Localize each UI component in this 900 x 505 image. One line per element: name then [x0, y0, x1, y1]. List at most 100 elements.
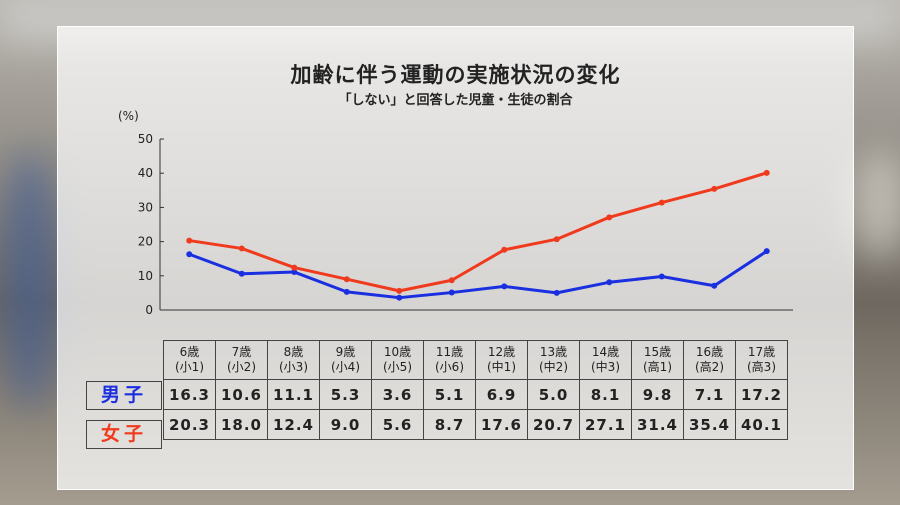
data-label: 20.3 [163, 409, 216, 440]
data-point [238, 270, 245, 277]
data-label: 18.0 [215, 409, 268, 440]
category-grade: (中2) [539, 360, 568, 374]
category-header: 14歳 (中3) [579, 340, 632, 380]
y-axis-unit: (%) [118, 109, 139, 123]
category-age: 7歳 [231, 345, 252, 359]
data-label: 16.3 [163, 379, 216, 410]
category-header: 6歳 (小1) [163, 340, 216, 380]
category-age: 10歳 [383, 345, 412, 359]
data-point [553, 289, 560, 296]
y-tick-label: 20 [138, 235, 153, 249]
data-label: 9.8 [631, 379, 684, 410]
data-label: 40.1 [735, 409, 788, 440]
chart-title: 加齢に伴う運動の実施状況の変化 [290, 63, 621, 87]
category-age: 15歳 [643, 345, 672, 359]
category-grade: (中3) [591, 360, 620, 374]
category-header: 17歳 (高3) [735, 340, 788, 380]
y-tick-label: 10 [138, 269, 153, 283]
data-point [763, 169, 770, 176]
data-point [658, 199, 665, 206]
data-label: 17.6 [475, 409, 528, 440]
category-header: 12歳 (中1) [475, 340, 528, 380]
category-age: 12歳 [487, 345, 516, 359]
category-grade: (小2) [227, 360, 256, 374]
data-label: 5.6 [371, 409, 424, 440]
data-label: 12.4 [267, 409, 320, 440]
data-label: 8.7 [423, 409, 476, 440]
category-grade: (小3) [279, 360, 308, 374]
chart-subtitle: 「しない」と回答した児童・生徒の割合 [338, 93, 573, 108]
table-header-row: 6歳 (小1) 7歳 (小2) 8歳 (小3) 9歳 (小4) 10歳 (小5) 11歳 (小6) 12… [163, 340, 788, 380]
series-line-boys [188, 249, 768, 300]
data-label: 17.2 [735, 379, 788, 410]
data-point [501, 246, 508, 253]
data-point [553, 236, 560, 243]
data-point [448, 277, 455, 284]
data-point [186, 237, 193, 244]
series-line-girls [189, 171, 768, 293]
data-label: 11.1 [267, 379, 320, 410]
category-grade: (高2) [695, 360, 724, 374]
category-grade: (中1) [487, 360, 516, 374]
table-row-boys: 16.3 10.6 11.1 5.3 3.6 5.1 6.9 5.0 8.1 9.8 7.1 17.2 [163, 379, 788, 410]
data-label: 5.3 [319, 379, 372, 410]
data-point [448, 289, 455, 296]
y-tick-label: 30 [138, 200, 153, 214]
y-tick-label: 40 [138, 166, 153, 180]
data-label: 8.1 [579, 379, 632, 410]
category-age: 6歳 [179, 345, 200, 359]
category-age: 9歳 [335, 345, 356, 359]
category-header: 8歳 (小3) [267, 340, 320, 380]
data-point [186, 251, 193, 258]
category-header: 11歳 (小6) [423, 340, 476, 380]
data-label: 6.9 [475, 379, 528, 410]
data-label: 7.1 [683, 379, 736, 410]
data-point [238, 245, 245, 252]
data-point [291, 264, 298, 271]
category-header: 9歳 (小4) [319, 340, 372, 380]
table-row-girls: 20.3 18.0 12.4 9.0 5.6 8.7 17.6 20.7 27.1 31.4 35.… [163, 409, 788, 440]
data-point [396, 294, 403, 301]
category-header: 13歳 (中2) [527, 340, 580, 380]
data-label: 31.4 [631, 409, 684, 440]
data-point [711, 185, 718, 192]
data-label: 35.4 [683, 409, 736, 440]
category-grade: (高3) [747, 360, 776, 374]
category-grade: (高1) [643, 360, 672, 374]
data-label: 9.0 [319, 409, 372, 440]
data-point [606, 279, 613, 286]
category-age: 14歳 [591, 345, 620, 359]
category-header: 10歳 (小5) [371, 340, 424, 380]
series-label-boys: 男子 [86, 381, 162, 410]
data-point [606, 214, 613, 221]
series-label-girls: 女子 [86, 420, 162, 449]
category-header: 15歳 (高1) [631, 340, 684, 380]
data-table: 6歳 (小1) 7歳 (小2) 8歳 (小3) 9歳 (小4) 10歳 (小5) 11歳 (小6) 12… [163, 340, 788, 440]
data-point [396, 287, 403, 294]
category-grade: (小6) [435, 360, 464, 374]
data-point [343, 276, 350, 283]
data-point [711, 282, 718, 289]
data-point [658, 273, 665, 280]
category-grade: (小5) [383, 360, 412, 374]
y-tick-label: 50 [138, 132, 153, 146]
data-point [501, 283, 508, 290]
data-label: 5.1 [423, 379, 476, 410]
category-header: 16歳 (高2) [683, 340, 736, 380]
data-label: 5.0 [527, 379, 580, 410]
y-tick-label: 0 [145, 303, 153, 317]
category-age: 17歳 [747, 345, 776, 359]
category-age: 11歳 [435, 345, 464, 359]
category-age: 16歳 [695, 345, 724, 359]
data-point [763, 248, 770, 255]
data-label: 3.6 [371, 379, 424, 410]
data-label: 20.7 [527, 409, 580, 440]
data-point [343, 288, 350, 295]
data-point [291, 269, 298, 276]
data-label: 10.6 [215, 379, 268, 410]
data-label: 27.1 [579, 409, 632, 440]
category-age: 13歳 [539, 345, 568, 359]
category-header: 7歳 (小2) [215, 340, 268, 380]
category-grade: (小4) [331, 360, 360, 374]
category-grade: (小1) [175, 360, 204, 374]
